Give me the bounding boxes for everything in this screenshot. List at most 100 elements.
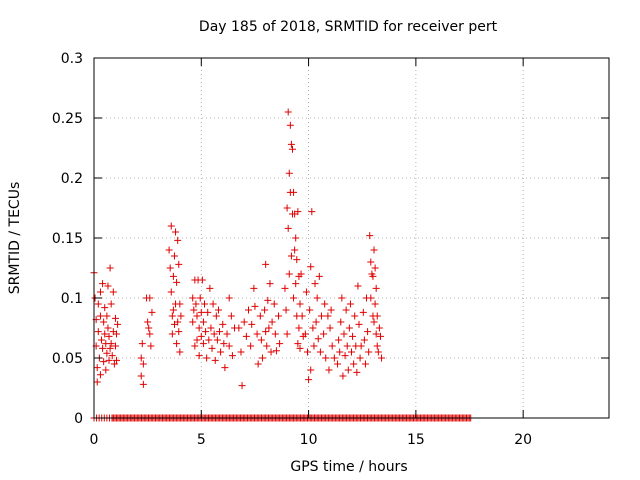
data-point bbox=[372, 330, 380, 338]
data-point bbox=[341, 352, 349, 360]
data-point bbox=[193, 312, 201, 320]
data-point bbox=[100, 318, 108, 326]
data-point bbox=[338, 294, 346, 302]
data-point bbox=[174, 318, 182, 326]
x-tick-label: 20 bbox=[514, 432, 532, 448]
data-point bbox=[364, 328, 372, 336]
ticks: 0 0.05 0.1 0.15 0.2 0.25 0.3 0 5 10 15 20 bbox=[52, 51, 609, 448]
data-point bbox=[321, 300, 329, 308]
data-point bbox=[355, 320, 363, 328]
data-point bbox=[94, 328, 102, 336]
data-point bbox=[373, 312, 381, 320]
data-point bbox=[196, 294, 204, 302]
data-point bbox=[146, 330, 154, 338]
data-point bbox=[202, 328, 210, 336]
data-point bbox=[240, 318, 248, 326]
data-point bbox=[193, 336, 201, 344]
data-point bbox=[105, 356, 113, 364]
data-point bbox=[315, 272, 323, 280]
data-point bbox=[350, 360, 358, 368]
data-point bbox=[268, 318, 276, 326]
data-point bbox=[293, 256, 301, 264]
data-point bbox=[287, 140, 295, 148]
data-point bbox=[217, 348, 225, 356]
data-point bbox=[235, 324, 243, 332]
data-point bbox=[99, 344, 107, 352]
data-point bbox=[251, 302, 259, 310]
data-point bbox=[173, 278, 181, 286]
data-point bbox=[169, 272, 177, 280]
data-point bbox=[172, 228, 180, 236]
data-point bbox=[176, 348, 184, 356]
data-point bbox=[375, 324, 383, 332]
data-point bbox=[340, 330, 348, 338]
data-point bbox=[137, 354, 145, 362]
data-point bbox=[165, 246, 173, 254]
data-point bbox=[272, 347, 280, 355]
data-point bbox=[107, 300, 115, 308]
data-point bbox=[345, 324, 353, 332]
data-point bbox=[316, 348, 324, 356]
y-tick-label: 0.3 bbox=[61, 51, 83, 67]
data-point bbox=[361, 360, 369, 368]
data-point bbox=[145, 324, 153, 332]
data-point bbox=[238, 382, 246, 390]
data-point bbox=[219, 320, 227, 328]
data-point bbox=[228, 352, 236, 360]
data-point bbox=[245, 306, 252, 314]
data-point bbox=[104, 282, 112, 290]
data-point bbox=[266, 280, 274, 288]
data-point bbox=[147, 342, 155, 350]
data-point bbox=[351, 312, 359, 320]
data-point bbox=[106, 344, 114, 352]
data-point bbox=[281, 284, 289, 292]
data-point bbox=[374, 348, 382, 356]
data-point bbox=[237, 348, 245, 356]
data-point bbox=[221, 364, 229, 372]
data-point bbox=[256, 312, 264, 320]
data-point bbox=[337, 318, 345, 326]
data-point bbox=[290, 188, 298, 196]
data-point bbox=[213, 336, 221, 344]
x-axis-label: GPS time / hours bbox=[290, 459, 407, 475]
data-point bbox=[292, 234, 300, 242]
data-point bbox=[189, 318, 197, 326]
data-point bbox=[203, 354, 211, 362]
data-point bbox=[369, 272, 377, 280]
data-point bbox=[225, 294, 233, 302]
x-tick-label: 5 bbox=[197, 432, 206, 448]
data-point bbox=[106, 264, 114, 272]
data-point bbox=[339, 372, 347, 380]
data-point bbox=[366, 232, 374, 240]
data-point bbox=[108, 352, 116, 360]
data-point bbox=[327, 306, 335, 314]
data-point bbox=[223, 330, 231, 338]
data-point bbox=[227, 312, 235, 320]
data-points bbox=[90, 108, 475, 422]
data-point bbox=[176, 300, 184, 308]
data-point bbox=[276, 340, 284, 348]
data-point bbox=[144, 318, 152, 326]
data-point bbox=[308, 208, 316, 216]
x-tick-label: 0 bbox=[90, 432, 99, 448]
data-point bbox=[247, 342, 255, 350]
data-point bbox=[357, 342, 365, 350]
data-point bbox=[93, 378, 101, 386]
data-point bbox=[107, 340, 115, 348]
data-point bbox=[370, 318, 378, 326]
data-point bbox=[348, 348, 355, 356]
data-point bbox=[378, 354, 386, 362]
y-tick-label: 0.15 bbox=[52, 231, 83, 247]
data-point bbox=[197, 332, 205, 340]
data-point bbox=[320, 330, 328, 338]
data-point bbox=[94, 300, 102, 308]
data-point bbox=[104, 324, 112, 332]
data-point bbox=[166, 264, 174, 272]
data-point bbox=[344, 366, 352, 374]
data-point bbox=[270, 300, 278, 308]
data-point bbox=[275, 312, 283, 320]
data-point bbox=[204, 308, 212, 316]
data-point bbox=[96, 288, 104, 296]
y-axis-label: SRMTID / TECUs bbox=[7, 182, 23, 295]
